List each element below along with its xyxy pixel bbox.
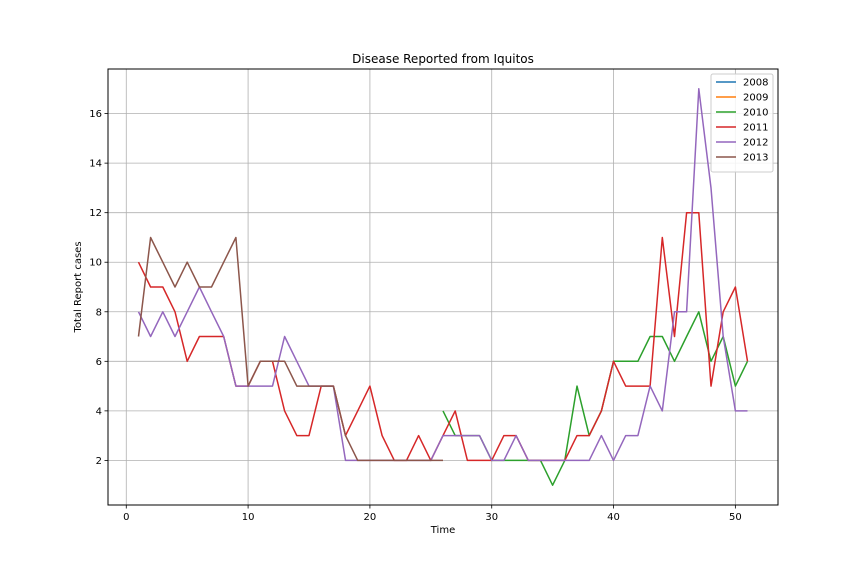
y-tick-label: 14 — [89, 159, 102, 170]
series-line-2012 — [137, 88, 748, 462]
series-lines — [137, 88, 749, 486]
y-tick-label: 6 — [96, 357, 102, 368]
axis-ticks: 0 10 20 30 40 50 2 4 6 8 10 12 14 16 — [89, 109, 741, 523]
legend-label-2012: 2012 — [743, 138, 768, 149]
y-axis-label: Total Report cases — [73, 241, 84, 333]
y-tick-label: 12 — [89, 208, 102, 219]
plot-frame — [107, 68, 779, 506]
legend-label-2009: 2009 — [743, 93, 768, 104]
legend-label-2010: 2010 — [743, 108, 768, 119]
y-tick-label: 8 — [96, 307, 102, 318]
x-tick-label: 10 — [242, 512, 255, 523]
y-tick-label: 4 — [96, 406, 102, 417]
y-tick-label: 16 — [89, 109, 102, 120]
legend-label-2008: 2008 — [743, 78, 768, 89]
y-tick-label: 2 — [96, 456, 102, 467]
x-tick-label: 20 — [364, 512, 377, 523]
series-line-2013 — [137, 236, 443, 462]
x-tick-label: 30 — [485, 512, 498, 523]
legend: 2008 2009 2010 2011 2012 2013 — [710, 73, 774, 173]
legend-label-2013: 2013 — [743, 153, 768, 164]
x-tick-label: 0 — [123, 512, 129, 523]
y-tick-label: 10 — [89, 258, 102, 269]
grid — [108, 69, 778, 505]
chart-title: Disease Reported from Iquitos — [352, 52, 534, 66]
x-axis-label: Time — [430, 525, 455, 536]
legend-label-2011: 2011 — [743, 123, 768, 134]
x-tick-label: 40 — [607, 512, 620, 523]
x-tick-label: 50 — [729, 512, 742, 523]
legend-box — [710, 73, 774, 173]
